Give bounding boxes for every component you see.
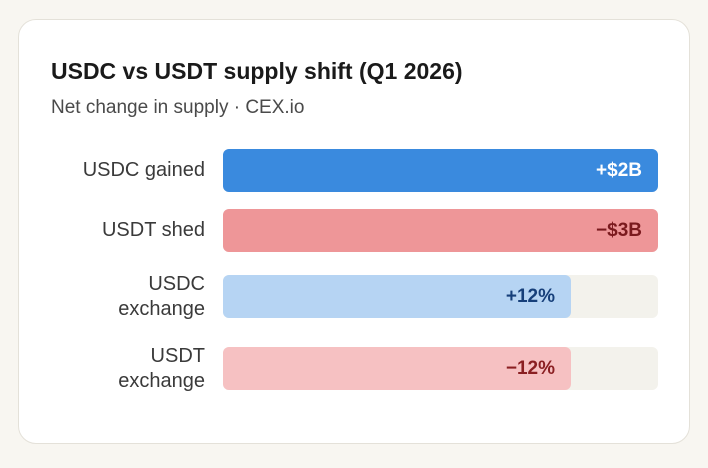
- bar-track: −12%: [223, 347, 658, 390]
- bar-label: USDC exchange: [35, 272, 205, 322]
- bar: +$2B: [223, 149, 658, 192]
- bar: +12%: [223, 275, 571, 318]
- chart-card: USDC vs USDT supply shift (Q1 2026) Net …: [18, 19, 690, 444]
- bar: −$3B: [223, 209, 658, 252]
- bar-label: USDC gained: [35, 158, 205, 183]
- bar-label-line: exchange: [118, 369, 205, 392]
- bar-value-label: −12%: [505, 357, 555, 379]
- bar-track: +$2B: [223, 149, 658, 192]
- bar-label-line: exchange: [118, 297, 205, 320]
- bar: −12%: [223, 347, 571, 390]
- bar-track: +12%: [223, 275, 658, 318]
- bar-label-line: USDC: [148, 272, 205, 295]
- bar-value-label: +12%: [505, 285, 555, 307]
- bar-label: USDT shed: [35, 218, 205, 243]
- chart-subtitle: Net change in supply · CEX.io: [51, 97, 305, 118]
- bar-label-line: USDT shed: [101, 219, 205, 241]
- bar-value-label: −$3B: [596, 219, 642, 241]
- bar-label: USDT exchange: [35, 344, 205, 394]
- bar-label-line: USDT: [150, 344, 205, 367]
- chart-title: USDC vs USDT supply shift (Q1 2026): [51, 58, 463, 84]
- bar-value-label: +$2B: [596, 159, 642, 181]
- bar-label-line: USDC gained: [82, 159, 205, 181]
- bar-track: −$3B: [223, 209, 658, 252]
